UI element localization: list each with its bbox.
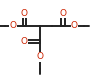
Text: O: O xyxy=(60,9,67,18)
Text: O: O xyxy=(21,37,28,46)
Text: O: O xyxy=(36,52,43,61)
Text: O: O xyxy=(71,21,78,30)
Text: O: O xyxy=(21,9,28,18)
Text: O: O xyxy=(10,21,17,30)
